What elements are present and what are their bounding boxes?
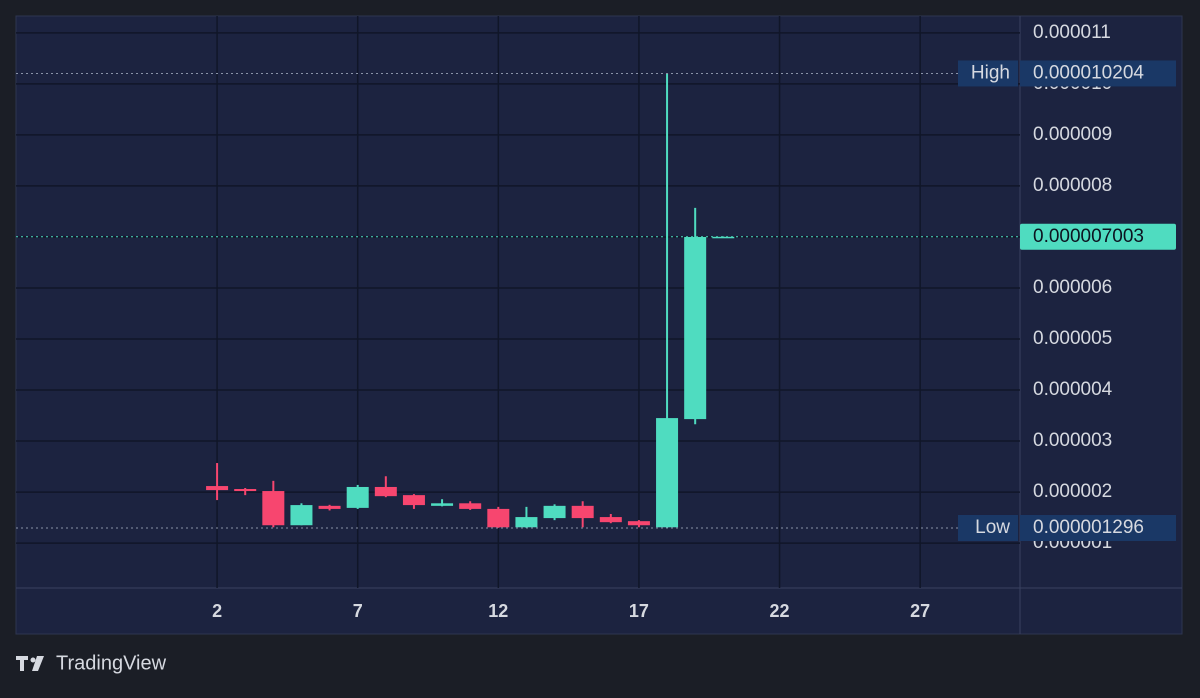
candle-body	[262, 491, 285, 526]
candle-body	[402, 495, 425, 506]
candle-body	[712, 236, 735, 239]
candle-body	[684, 236, 707, 420]
candle-body	[487, 508, 510, 528]
marker-label-bg	[958, 514, 1018, 541]
y-tick-label: 0.000009	[1033, 124, 1112, 145]
candle-body	[290, 505, 313, 526]
candle-body	[234, 489, 257, 492]
candle-body	[627, 521, 650, 526]
brand-logo	[16, 656, 44, 671]
marker-label: Low	[975, 517, 1010, 538]
candle-body	[656, 418, 679, 528]
candle-body	[459, 503, 482, 509]
marker-value-bg	[1020, 60, 1176, 87]
marker-value: 0.000001296	[1033, 517, 1144, 538]
marker-value: 0.000010204	[1033, 62, 1144, 83]
candle-body	[599, 517, 622, 523]
last-price-label: 0.000007003	[1033, 226, 1144, 247]
x-tick-label: 22	[770, 601, 790, 621]
candle-body	[543, 505, 566, 519]
y-tick-label: 0.000003	[1033, 430, 1112, 451]
x-tick-label: 27	[910, 601, 930, 621]
x-tick-label: 12	[488, 601, 508, 621]
marker-label: High	[971, 62, 1010, 83]
candle-body	[346, 486, 369, 508]
x-tick-label: 17	[629, 601, 649, 621]
candle-body	[374, 486, 397, 497]
candle-body	[431, 503, 454, 506]
marker-value-bg	[1020, 514, 1176, 541]
y-tick-label: 0.000002	[1033, 481, 1112, 502]
candle-body	[206, 486, 229, 491]
brand-name: TradingView	[56, 652, 167, 674]
y-tick-label: 0.000011	[1033, 22, 1111, 43]
candle-body	[318, 505, 341, 509]
candle-body	[515, 517, 538, 528]
y-tick-label: 0.000006	[1033, 277, 1112, 298]
x-tick-label: 7	[353, 601, 363, 621]
y-tick-label: 0.000008	[1033, 175, 1112, 196]
last-price-bg	[1020, 223, 1176, 250]
y-tick-label: 0.000004	[1033, 379, 1113, 400]
chart-panel	[15, 15, 1183, 635]
y-tick-label: 0.000005	[1033, 328, 1112, 349]
x-tick-label: 2	[212, 601, 222, 621]
marker-label-bg	[958, 60, 1018, 87]
candle-body	[571, 505, 594, 519]
